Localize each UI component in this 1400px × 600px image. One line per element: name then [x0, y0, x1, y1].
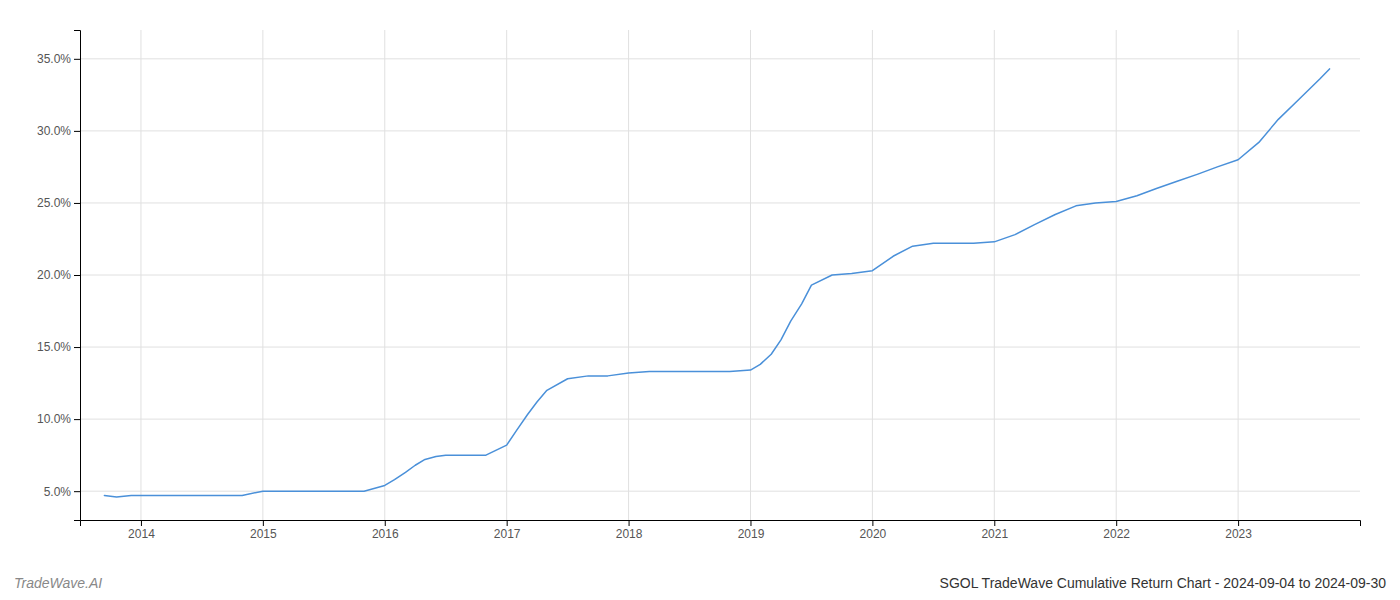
x-tick: 2015	[250, 520, 277, 541]
x-tick-label: 2015	[250, 527, 277, 541]
x-tick-label: 2022	[1103, 527, 1130, 541]
line	[104, 69, 1329, 497]
x-tick: 2023	[1225, 520, 1252, 541]
x-tick-label: 2019	[738, 527, 765, 541]
x-tick-label: 2018	[616, 527, 643, 541]
grid-line-y	[80, 419, 1360, 420]
y-tick: 20.0%	[37, 268, 80, 282]
grid-line-y	[80, 130, 1360, 131]
y-tick-mark	[74, 419, 80, 420]
y-tick-label: 10.0%	[37, 412, 71, 426]
x-tick-mark	[629, 520, 630, 526]
x-tick-label: 2023	[1225, 527, 1252, 541]
y-tick-mark	[74, 131, 80, 132]
y-tick: 35.0%	[37, 52, 80, 66]
x-tick-mark	[750, 520, 751, 526]
x-tick-mark	[263, 520, 264, 526]
y-tick-label: 5.0%	[44, 485, 72, 499]
title: SGOL TradeWave Cumulative Return Chart -…	[940, 575, 1387, 591]
plot-area	[104, 69, 1329, 497]
y-tick: 10.0%	[37, 412, 80, 426]
x-tick-label: 2020	[860, 527, 887, 541]
x-tick-mark	[385, 520, 386, 526]
y-axis: 5.0% 10.0% 15.0% 20.0% 25.0% 30.0% 35.0%	[37, 31, 81, 521]
y-tick-label: 15.0%	[37, 340, 71, 354]
x-tick-mark	[872, 520, 873, 526]
y-tick: 30.0%	[37, 124, 80, 138]
x-tick: 2020	[860, 520, 887, 541]
y-tick-label: 35.0%	[37, 52, 71, 66]
x-tick: 2021	[981, 520, 1008, 541]
x-tick: 2019	[738, 520, 765, 541]
y-tick: 25.0%	[37, 196, 80, 210]
x-tick: 2018	[616, 520, 643, 541]
x-axis-line	[81, 521, 1361, 527]
x-tick-label: 2021	[981, 527, 1008, 541]
grid-line-y	[80, 58, 1360, 59]
x-tick-label: 2017	[494, 527, 521, 541]
x-tick-mark	[994, 520, 995, 526]
x-tick-mark	[1238, 520, 1239, 526]
x-tick-mark	[507, 520, 508, 526]
x-tick-label: 2014	[128, 527, 155, 541]
y-tick: 15.0%	[37, 340, 80, 354]
chart: 2014 2015 2016 2017 2018 2019 2020 2021 2022 2023…	[0, 0, 1400, 600]
x-tick-mark	[141, 520, 142, 526]
y-axis-line	[74, 31, 81, 521]
x-tick: 2016	[372, 520, 399, 541]
y-tick-mark	[74, 59, 80, 60]
grid-line-y	[80, 275, 1360, 276]
grid-line-y	[80, 347, 1360, 348]
x-axis: 2014 2015 2016 2017 2018 2019 2020 2021 2022 2023	[81, 520, 1361, 541]
y-tick-mark	[74, 275, 80, 276]
watermark: TradeWave.AI	[14, 575, 102, 591]
y-tick: 5.0%	[44, 485, 80, 499]
y-tick-label: 30.0%	[37, 124, 71, 138]
x-tick-label: 2016	[372, 527, 399, 541]
grid-line-y	[80, 202, 1360, 203]
x-tick: 2014	[128, 520, 155, 541]
x-tick: 2017	[494, 520, 521, 541]
y-tick-label: 20.0%	[37, 268, 71, 282]
grid	[80, 30, 1360, 520]
y-tick-mark	[74, 347, 80, 348]
y-tick-mark	[74, 491, 80, 492]
y-tick-mark	[74, 203, 80, 204]
y-tick-label: 25.0%	[37, 196, 71, 210]
x-tick: 2022	[1103, 520, 1130, 541]
x-tick-mark	[1116, 520, 1117, 526]
